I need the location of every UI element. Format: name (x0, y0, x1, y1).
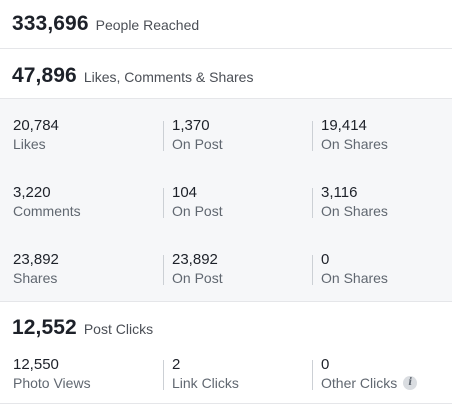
other-clicks: 0 Other Clicks i (321, 356, 418, 404)
post-clicks-label: Post Clicks (83, 321, 154, 337)
link-clicks: 2 Link Clicks (172, 356, 239, 404)
shares-on-shares: 0 On Shares (321, 251, 388, 301)
divider (0, 48, 452, 49)
comments-row: 3,220 Comments 104 On Post 3,116 On Shar… (0, 184, 452, 234)
comments-on-post: 104 On Post (172, 184, 223, 234)
stat-value: 0 (321, 356, 330, 373)
stat-label: Shares (13, 270, 58, 286)
stat-label: Other Clicks (321, 375, 398, 391)
post-clicks-summary: 12,552 Post Clicks (12, 316, 153, 340)
stat-value: 104 (172, 184, 198, 201)
post-clicks-count: 12,552 (12, 316, 77, 339)
stat-label: On Shares (321, 136, 388, 152)
shares-row: 23,892 Shares 23,892 On Post 0 On Shares (0, 251, 452, 301)
stat-label: On Post (172, 203, 223, 219)
column-separator (312, 121, 313, 151)
likes-total: 20,784 Likes (13, 117, 59, 167)
stat-label: Likes (13, 136, 46, 152)
stat-value: 12,550 (13, 356, 59, 373)
stat-value: 23,892 (172, 251, 218, 268)
column-separator (312, 360, 313, 390)
stat-value: 2 (172, 356, 181, 373)
stat-value: 0 (321, 251, 330, 268)
stat-value: 3,116 (321, 184, 358, 201)
column-separator (163, 188, 164, 218)
likes-on-post: 1,370 On Post (172, 117, 223, 167)
stat-label: On Post (172, 136, 223, 152)
engagement-summary: 47,896 Likes, Comments & Shares (12, 64, 253, 88)
stat-value: 23,892 (13, 251, 59, 268)
stat-value: 1,370 (172, 117, 210, 134)
reach-label: People Reached (95, 17, 200, 33)
shares-on-post: 23,892 On Post (172, 251, 223, 301)
stat-label: On Shares (321, 270, 388, 286)
engagement-count: 47,896 (12, 64, 77, 87)
comments-on-shares: 3,116 On Shares (321, 184, 388, 234)
divider (0, 301, 452, 302)
stat-label: Link Clicks (172, 375, 239, 391)
likes-on-shares: 19,414 On Shares (321, 117, 388, 167)
likes-row: 20,784 Likes 1,370 On Post 19,414 On Sha… (0, 117, 452, 167)
column-separator (163, 255, 164, 285)
engagement-label: Likes, Comments & Shares (83, 69, 254, 85)
divider (0, 98, 452, 99)
stat-label: Photo Views (13, 375, 91, 391)
column-separator (163, 121, 164, 151)
stat-value: 3,220 (13, 184, 51, 201)
post-clicks-row: 12,550 Photo Views 2 Link Clicks 0 Other… (0, 356, 452, 404)
shares-total: 23,892 Shares (13, 251, 59, 301)
reach-count: 333,696 (12, 12, 89, 35)
reach-summary: 333,696 People Reached (12, 12, 199, 36)
stat-value: 20,784 (13, 117, 59, 134)
other-clicks-label-row: Other Clicks i (321, 374, 418, 392)
comments-total: 3,220 Comments (13, 184, 81, 234)
column-separator (312, 188, 313, 218)
stat-label: Comments (13, 203, 81, 219)
stat-label: On Shares (321, 203, 388, 219)
stat-value: 19,414 (321, 117, 367, 134)
photo-views: 12,550 Photo Views (13, 356, 91, 404)
info-icon[interactable]: i (403, 376, 418, 390)
engagement-breakdown: 20,784 Likes 1,370 On Post 19,414 On Sha… (0, 98, 452, 302)
column-separator (163, 360, 164, 390)
column-separator (312, 255, 313, 285)
stat-label: On Post (172, 270, 223, 286)
